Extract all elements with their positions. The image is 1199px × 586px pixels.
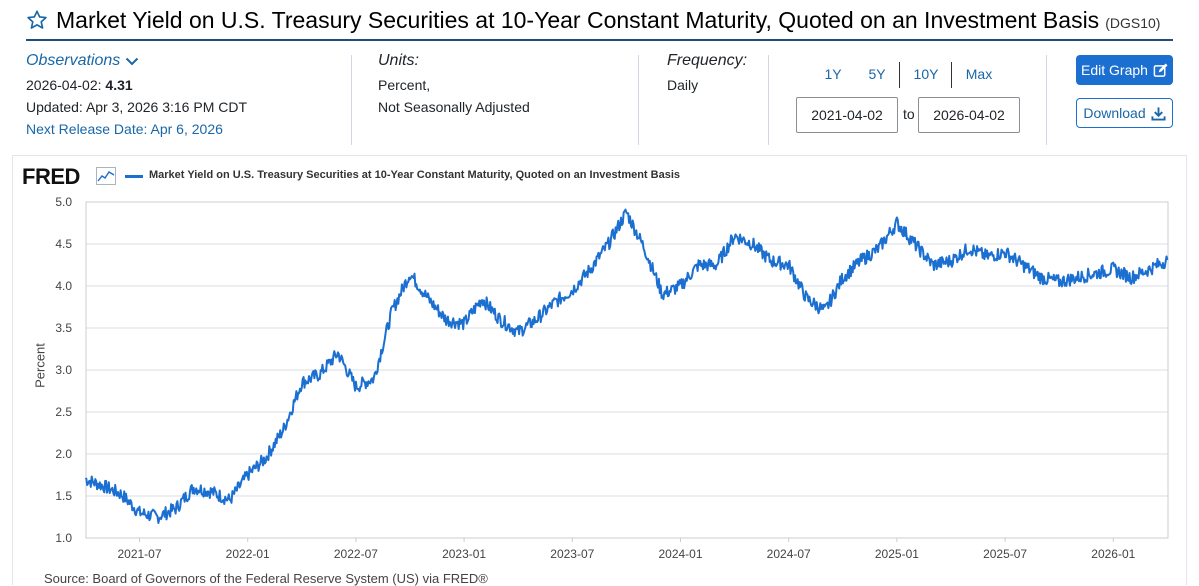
range-max-button[interactable]: Max bbox=[965, 66, 993, 82]
divider bbox=[1046, 55, 1047, 145]
title-divider bbox=[26, 39, 1173, 41]
x-tick-label: 2026-01 bbox=[1091, 547, 1135, 561]
observation-date: 2026-04-02: bbox=[26, 77, 102, 93]
units-label: Units: bbox=[378, 52, 419, 69]
range-separator bbox=[899, 62, 900, 88]
divider bbox=[351, 55, 352, 145]
edit-icon bbox=[1153, 62, 1168, 77]
y-tick-label: 5.0 bbox=[55, 195, 72, 209]
edit-graph-button[interactable]: Edit Graph bbox=[1076, 55, 1173, 85]
star-icon[interactable] bbox=[26, 9, 48, 31]
x-tick-label: 2023-01 bbox=[442, 547, 486, 561]
y-tick-label: 2.5 bbox=[55, 405, 72, 419]
chevron-down-icon bbox=[126, 57, 139, 65]
divider bbox=[768, 55, 769, 145]
title-row: Market Yield on U.S. Treasury Securities… bbox=[26, 4, 1160, 36]
x-tick-label: 2022-07 bbox=[334, 547, 378, 561]
y-tick-label: 3.0 bbox=[55, 363, 72, 377]
source-note: Source: Board of Governors of the Federa… bbox=[44, 571, 488, 586]
y-tick-label: 2.0 bbox=[55, 447, 72, 461]
x-tick-label: 2023-07 bbox=[550, 547, 594, 561]
range-separator bbox=[951, 62, 952, 88]
page-title: Market Yield on U.S. Treasury Securities… bbox=[56, 6, 1100, 33]
x-tick-label: 2024-01 bbox=[658, 547, 702, 561]
x-tick-label: 2024-07 bbox=[767, 547, 811, 561]
units-line1: Percent, bbox=[378, 77, 431, 93]
start-date-input[interactable] bbox=[796, 97, 898, 133]
to-label: to bbox=[903, 106, 915, 122]
legend-swatch bbox=[125, 175, 143, 178]
y-tick-label: 4.0 bbox=[55, 279, 72, 293]
units-line2: Not Seasonally Adjusted bbox=[378, 99, 530, 115]
edit-graph-label: Edit Graph bbox=[1081, 62, 1148, 78]
frequency-label: Frequency: bbox=[667, 52, 748, 69]
x-tick-label: 2025-01 bbox=[875, 547, 919, 561]
observations-dropdown[interactable]: Observations bbox=[26, 52, 139, 70]
chart-legend: Market Yield on U.S. Treasury Securities… bbox=[149, 169, 681, 181]
end-date-input[interactable] bbox=[918, 97, 1020, 133]
range-1y-button[interactable]: 1Y bbox=[824, 66, 842, 82]
observations-label: Observations bbox=[26, 52, 121, 69]
frequency-value: Daily bbox=[667, 77, 699, 93]
updated-text: Updated: Apr 3, 2026 3:16 PM CDT bbox=[26, 99, 248, 115]
y-tick-label: 1.0 bbox=[55, 531, 72, 545]
x-tick-label: 2025-07 bbox=[983, 547, 1027, 561]
plot-border bbox=[85, 201, 1169, 539]
x-tick-label: 2021-07 bbox=[117, 547, 161, 561]
latest-observation: 2026-04-02: 4.31 bbox=[26, 77, 133, 93]
y-tick-label: 3.5 bbox=[55, 321, 72, 335]
chart-line-icon bbox=[96, 167, 116, 185]
range-10y-button[interactable]: 10Y bbox=[913, 66, 939, 82]
y-tick-label: 1.5 bbox=[55, 489, 72, 503]
divider bbox=[638, 55, 639, 145]
y-tick-label: 4.5 bbox=[55, 237, 72, 251]
range-5y-button[interactable]: 5Y bbox=[868, 66, 886, 82]
series-id: (DGS10) bbox=[1105, 15, 1161, 31]
download-button[interactable]: Download bbox=[1076, 98, 1173, 128]
series-line-dgs10[interactable] bbox=[84, 208, 1169, 524]
fred-logo: FRED bbox=[22, 164, 80, 189]
download-icon bbox=[1151, 106, 1166, 121]
next-release-link[interactable]: Next Release Date: Apr 6, 2026 bbox=[26, 121, 223, 137]
x-tick-label: 2022-01 bbox=[226, 547, 270, 561]
download-label: Download bbox=[1083, 105, 1146, 121]
observation-value: 4.31 bbox=[105, 77, 133, 93]
